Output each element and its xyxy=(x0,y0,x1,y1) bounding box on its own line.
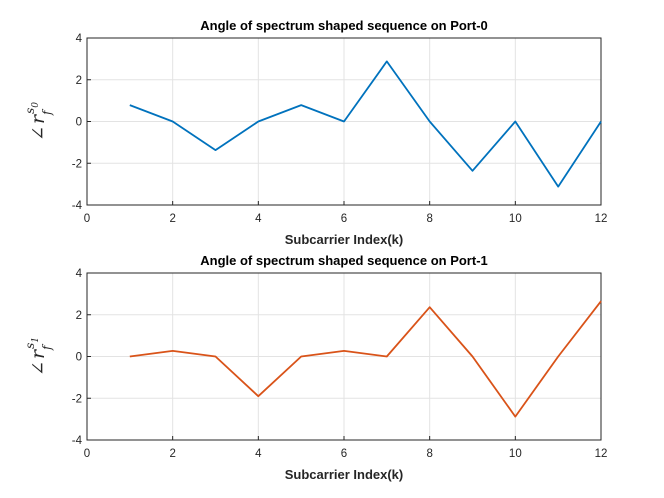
x-tick-label: 12 xyxy=(595,448,608,460)
series-line xyxy=(129,300,602,418)
x-tick-label: 8 xyxy=(426,213,432,225)
chart-title: Angle of spectrum shaped sequence on Por… xyxy=(200,253,488,268)
y-tick-label: -2 xyxy=(72,393,82,405)
x-tick-label: 2 xyxy=(169,448,175,460)
x-axis-label: Subcarrier Index(k) xyxy=(285,467,404,482)
x-tick-label: 6 xyxy=(341,448,347,460)
x-tick-label: 0 xyxy=(84,213,90,225)
plot-panel-port-0: 0 2 4 6 8 10 12 4 2 0 -2 -4 Angle of spectrum shaped… xyxy=(23,18,607,247)
x-tick-label: 4 xyxy=(255,448,262,460)
x-tick-label: 12 xyxy=(595,213,608,225)
y-tick-label: 4 xyxy=(76,268,83,280)
x-tick-label: 4 xyxy=(255,213,262,225)
axes-frame xyxy=(86,272,602,441)
y-axis-label: ∠rs0f xyxy=(23,102,54,141)
x-tick-label: 10 xyxy=(509,448,522,460)
y-tick-label: -4 xyxy=(72,200,83,212)
y-tick-label: 2 xyxy=(76,310,82,322)
y-tick-label: 2 xyxy=(76,75,82,87)
y-axis-label: ∠rs1f xyxy=(23,337,54,376)
y-tick-label: 4 xyxy=(76,33,83,45)
x-tick-label: 2 xyxy=(169,213,175,225)
x-tick-label: 8 xyxy=(426,448,432,460)
y-tick-label: -4 xyxy=(72,435,83,447)
x-tick-label: 6 xyxy=(341,213,347,225)
x-axis-label: Subcarrier Index(k) xyxy=(285,232,404,247)
y-tick-label: -2 xyxy=(72,158,82,170)
y-tick-label: 0 xyxy=(76,352,82,364)
plot-panel-port-1: 0 2 4 6 8 10 12 4 2 0 -2 -4 Angle of spectrum shaped… xyxy=(23,253,607,482)
x-tick-label: 0 xyxy=(84,448,90,460)
x-tick-label: 10 xyxy=(509,213,522,225)
chart-title: Angle of spectrum shaped sequence on Por… xyxy=(200,18,488,33)
y-tick-label: 0 xyxy=(76,117,82,129)
series-line xyxy=(129,60,602,188)
